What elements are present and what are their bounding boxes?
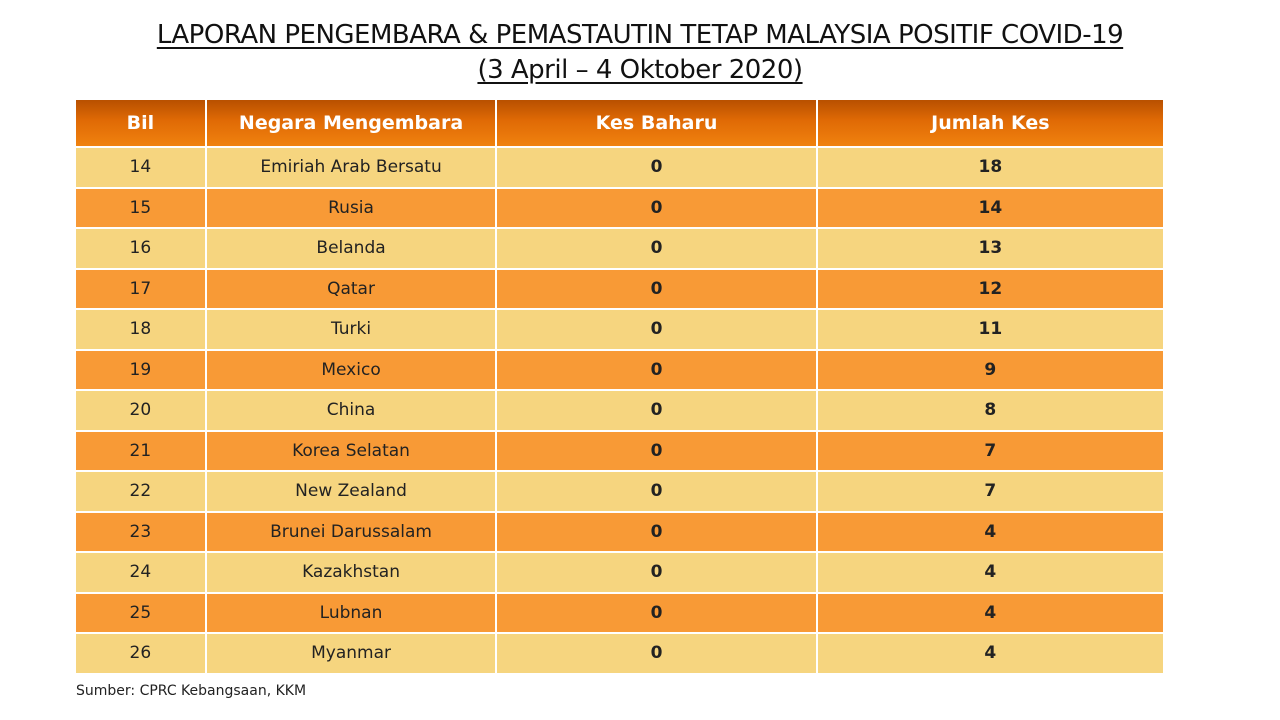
table-row: 15 Rusia 0 14 — [74, 186, 1166, 229]
cell-jumlah-kes: 12 — [815, 267, 1166, 310]
cell-kes-baharu: 0 — [495, 186, 818, 229]
cell-jumlah-kes: 4 — [815, 551, 1166, 594]
cell-kes-baharu: 0 — [495, 429, 818, 472]
table-row: 17 Qatar 0 12 — [74, 267, 1166, 310]
table-row: 21 Korea Selatan 0 7 — [74, 429, 1166, 472]
cell-negara: Qatar — [204, 267, 498, 310]
table-row: 26 Myanmar 0 4 — [74, 632, 1166, 675]
cell-bil: 16 — [74, 227, 207, 270]
cell-negara: Korea Selatan — [204, 429, 498, 472]
cell-negara: Turki — [204, 308, 498, 351]
cell-jumlah-kes: 14 — [815, 186, 1166, 229]
cell-bil: 21 — [74, 429, 207, 472]
cell-kes-baharu: 0 — [495, 591, 818, 634]
report-title: LAPORAN PENGEMBARA & PEMASTAUTIN TETAP M… — [156, 20, 1124, 50]
cell-bil: 22 — [74, 470, 207, 513]
cell-kes-baharu: 0 — [495, 146, 818, 189]
cell-jumlah-kes: 18 — [815, 146, 1166, 189]
cell-negara: Rusia — [204, 186, 498, 229]
cell-jumlah-kes: 13 — [815, 227, 1166, 270]
table-header-row: Bil Negara Mengembara Kes Baharu Jumlah … — [74, 98, 1166, 148]
cell-bil: 20 — [74, 389, 207, 432]
table-row: 25 Lubnan 0 4 — [74, 591, 1166, 634]
cell-jumlah-kes: 7 — [815, 470, 1166, 513]
cell-bil: 15 — [74, 186, 207, 229]
source-note: Sumber: CPRC Kebangsaan, KKM — [76, 683, 307, 699]
cell-negara: Myanmar — [204, 632, 498, 675]
cell-kes-baharu: 0 — [495, 348, 818, 391]
table-row: 23 Brunei Darussalam 0 4 — [74, 510, 1166, 553]
cell-negara: Belanda — [204, 227, 498, 270]
cell-jumlah-kes: 9 — [815, 348, 1166, 391]
cell-bil: 23 — [74, 510, 207, 553]
table-row: 19 Mexico 0 9 — [74, 348, 1166, 391]
table-row: 22 New Zealand 0 7 — [74, 470, 1166, 513]
table-row: 14 Emiriah Arab Bersatu 0 18 — [74, 146, 1166, 189]
cell-kes-baharu: 0 — [495, 632, 818, 675]
header-negara: Negara Mengembara — [204, 98, 498, 148]
cell-negara: Kazakhstan — [204, 551, 498, 594]
cell-jumlah-kes: 4 — [815, 510, 1166, 553]
cell-kes-baharu: 0 — [495, 267, 818, 310]
report-date-range: (3 April – 4 Oktober 2020) — [477, 55, 803, 85]
cell-kes-baharu: 0 — [495, 470, 818, 513]
table-row: 24 Kazakhstan 0 4 — [74, 551, 1166, 594]
cell-jumlah-kes: 8 — [815, 389, 1166, 432]
table-row: 18 Turki 0 11 — [74, 308, 1166, 351]
cell-negara: Brunei Darussalam — [204, 510, 498, 553]
cell-kes-baharu: 0 — [495, 510, 818, 553]
cell-bil: 26 — [74, 632, 207, 675]
header-kes-baharu: Kes Baharu — [495, 98, 818, 148]
table-row: 16 Belanda 0 13 — [74, 227, 1166, 270]
cell-kes-baharu: 0 — [495, 551, 818, 594]
cell-jumlah-kes: 11 — [815, 308, 1166, 351]
cell-jumlah-kes: 7 — [815, 429, 1166, 472]
cell-bil: 14 — [74, 146, 207, 189]
cases-table: Bil Negara Mengembara Kes Baharu Jumlah … — [74, 98, 1166, 675]
cell-bil: 19 — [74, 348, 207, 391]
cell-kes-baharu: 0 — [495, 227, 818, 270]
cell-bil: 24 — [74, 551, 207, 594]
cell-negara: Emiriah Arab Bersatu — [204, 146, 498, 189]
header-jumlah-kes: Jumlah Kes — [815, 98, 1166, 148]
cell-negara: China — [204, 389, 498, 432]
cell-jumlah-kes: 4 — [815, 632, 1166, 675]
cell-bil: 17 — [74, 267, 207, 310]
cell-jumlah-kes: 4 — [815, 591, 1166, 634]
cell-negara: Mexico — [204, 348, 498, 391]
cell-bil: 18 — [74, 308, 207, 351]
cell-negara: New Zealand — [204, 470, 498, 513]
table-row: 20 China 0 8 — [74, 389, 1166, 432]
header-bil: Bil — [74, 98, 207, 148]
cell-bil: 25 — [74, 591, 207, 634]
cell-negara: Lubnan — [204, 591, 498, 634]
cell-kes-baharu: 0 — [495, 389, 818, 432]
cell-kes-baharu: 0 — [495, 308, 818, 351]
